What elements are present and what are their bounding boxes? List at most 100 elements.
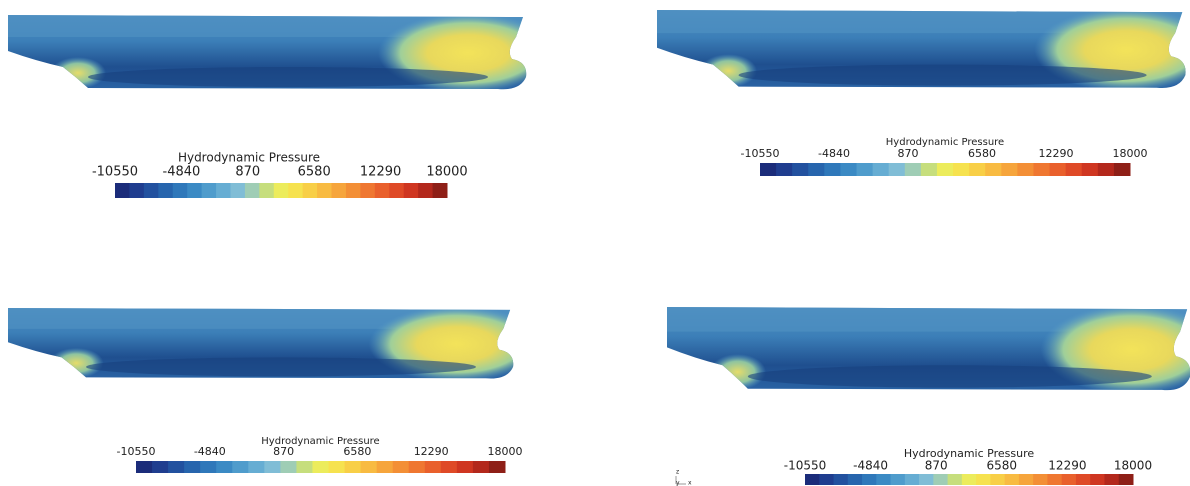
triad-label: x bbox=[688, 480, 692, 486]
colorbar-swatch bbox=[143, 183, 159, 198]
colorbar-swatch bbox=[819, 474, 835, 485]
colorbar-tick-label: 6580 bbox=[968, 147, 996, 160]
colorbar-swatch bbox=[187, 183, 203, 198]
colorbar-swatch bbox=[374, 183, 390, 198]
colorbar-swatch bbox=[933, 474, 949, 485]
colorbar-tick-label: 12290 bbox=[414, 445, 449, 458]
colorbar-swatch bbox=[947, 474, 963, 485]
colorbar-swatch bbox=[345, 183, 361, 198]
colorbar-swatch bbox=[158, 183, 174, 198]
colorbar-swatch bbox=[919, 474, 934, 485]
colorbar-swatch bbox=[331, 183, 347, 198]
triad-label: z bbox=[676, 469, 679, 476]
colorbar-tick-label: 12290 bbox=[1048, 459, 1086, 473]
colorbar-swatch bbox=[312, 461, 330, 473]
colorbar-swatch bbox=[833, 474, 849, 485]
colorbar-swatch bbox=[136, 461, 153, 473]
colorbar-swatch bbox=[244, 183, 260, 198]
colorbar-swatch bbox=[172, 183, 188, 198]
colorbar-swatch bbox=[805, 474, 820, 485]
colorbar-tick-label: -4840 bbox=[818, 147, 850, 160]
colorbar-swatch bbox=[152, 461, 169, 473]
colorbar-tick-label: -10550 bbox=[784, 459, 827, 473]
colorbar-swatch bbox=[1018, 474, 1034, 485]
colorbar-swatch bbox=[1081, 163, 1099, 176]
colorbar-swatch bbox=[760, 163, 777, 176]
colorbar-swatch bbox=[862, 474, 877, 485]
colorbar-swatch bbox=[115, 183, 130, 198]
colorbar-swatch bbox=[360, 461, 378, 473]
colorbar-swatch bbox=[488, 461, 506, 473]
colorbar-swatch bbox=[392, 461, 410, 473]
colorbar-tick-label: -10550 bbox=[92, 165, 138, 180]
colorbar-swatch bbox=[408, 461, 426, 473]
colorbar-swatch bbox=[1061, 474, 1077, 485]
colorbar-swatch bbox=[888, 163, 906, 176]
colorbar-swatch bbox=[168, 461, 185, 473]
colorbar-swatch bbox=[424, 461, 442, 473]
colorbar-swatch bbox=[389, 183, 405, 198]
colorbar-swatch bbox=[201, 183, 217, 198]
colorbar-swatch bbox=[876, 474, 892, 485]
colorbar-swatch bbox=[248, 461, 265, 473]
colorbar-tick-label: 870 bbox=[273, 445, 294, 458]
colorbar-swatch bbox=[456, 461, 474, 473]
colorbar-swatch bbox=[985, 163, 1002, 176]
colorbar-swatch bbox=[440, 461, 458, 473]
colorbar-swatch bbox=[432, 183, 448, 198]
colorbar-swatch bbox=[936, 163, 954, 176]
colorbar-swatch bbox=[273, 183, 289, 198]
colorbar-swatch bbox=[216, 461, 233, 473]
colorbar-tick-label: -4840 bbox=[163, 165, 201, 180]
colorbar-tick-label: 870 bbox=[235, 165, 260, 180]
colorbar-swatch bbox=[129, 183, 145, 198]
colorbar-swatch bbox=[344, 461, 362, 473]
colorbar-swatch bbox=[890, 474, 906, 485]
colorbar-swatch bbox=[302, 183, 318, 198]
colorbar-swatch bbox=[1017, 163, 1034, 176]
colorbar-swatch bbox=[200, 461, 217, 473]
colorbar-swatch bbox=[288, 183, 304, 198]
colorbar-tick-label: 12290 bbox=[360, 165, 401, 180]
colorbar-swatch bbox=[824, 163, 841, 176]
colorbar-tick-label: 18000 bbox=[488, 445, 523, 458]
colorbar-swatch bbox=[856, 163, 874, 176]
colorbar-swatch bbox=[1065, 163, 1083, 176]
colorbar-swatch bbox=[360, 183, 376, 198]
colorbar-tick-label: -10550 bbox=[117, 445, 156, 458]
colorbar-swatch bbox=[953, 163, 970, 176]
colorbar-swatch bbox=[969, 163, 986, 176]
colorbar-swatch bbox=[184, 461, 201, 473]
hull bbox=[667, 305, 1190, 395]
colorbar-swatch bbox=[904, 163, 922, 176]
colorbar-swatch bbox=[840, 163, 858, 176]
colorbar-swatch bbox=[317, 183, 333, 198]
colorbar-swatch bbox=[1097, 163, 1115, 176]
colorbar-swatch bbox=[230, 183, 246, 198]
colorbar-tick-label: 18000 bbox=[1113, 147, 1148, 160]
colorbar-swatch bbox=[1033, 474, 1048, 485]
colorbar-tick-label: 870 bbox=[925, 459, 948, 473]
colorbar-swatch bbox=[1118, 474, 1134, 485]
colorbar-swatch bbox=[1001, 163, 1018, 176]
colorbar-swatch bbox=[328, 461, 346, 473]
colorbar-title: Hydrodynamic Pressure bbox=[178, 151, 320, 165]
colorbar-swatch bbox=[280, 461, 297, 473]
colorbar-swatch bbox=[403, 183, 419, 198]
hull bbox=[657, 8, 1190, 92]
colorbar-swatch bbox=[1033, 163, 1051, 176]
colorbar-swatch bbox=[472, 461, 490, 473]
colorbar-swatch bbox=[216, 183, 231, 198]
colorbar-swatch bbox=[1004, 474, 1020, 485]
triad-label: y bbox=[676, 480, 680, 486]
colorbar-swatch bbox=[232, 461, 249, 473]
colorbar-swatch bbox=[1113, 163, 1131, 176]
colorbar-swatch bbox=[1075, 474, 1091, 485]
colorbar-tick-label: 870 bbox=[898, 147, 919, 160]
colorbar-swatch bbox=[990, 474, 1006, 485]
colorbar-swatch bbox=[976, 474, 991, 485]
colorbar-swatch bbox=[792, 163, 809, 176]
colorbar-swatch bbox=[961, 474, 977, 485]
hull bbox=[8, 13, 558, 93]
